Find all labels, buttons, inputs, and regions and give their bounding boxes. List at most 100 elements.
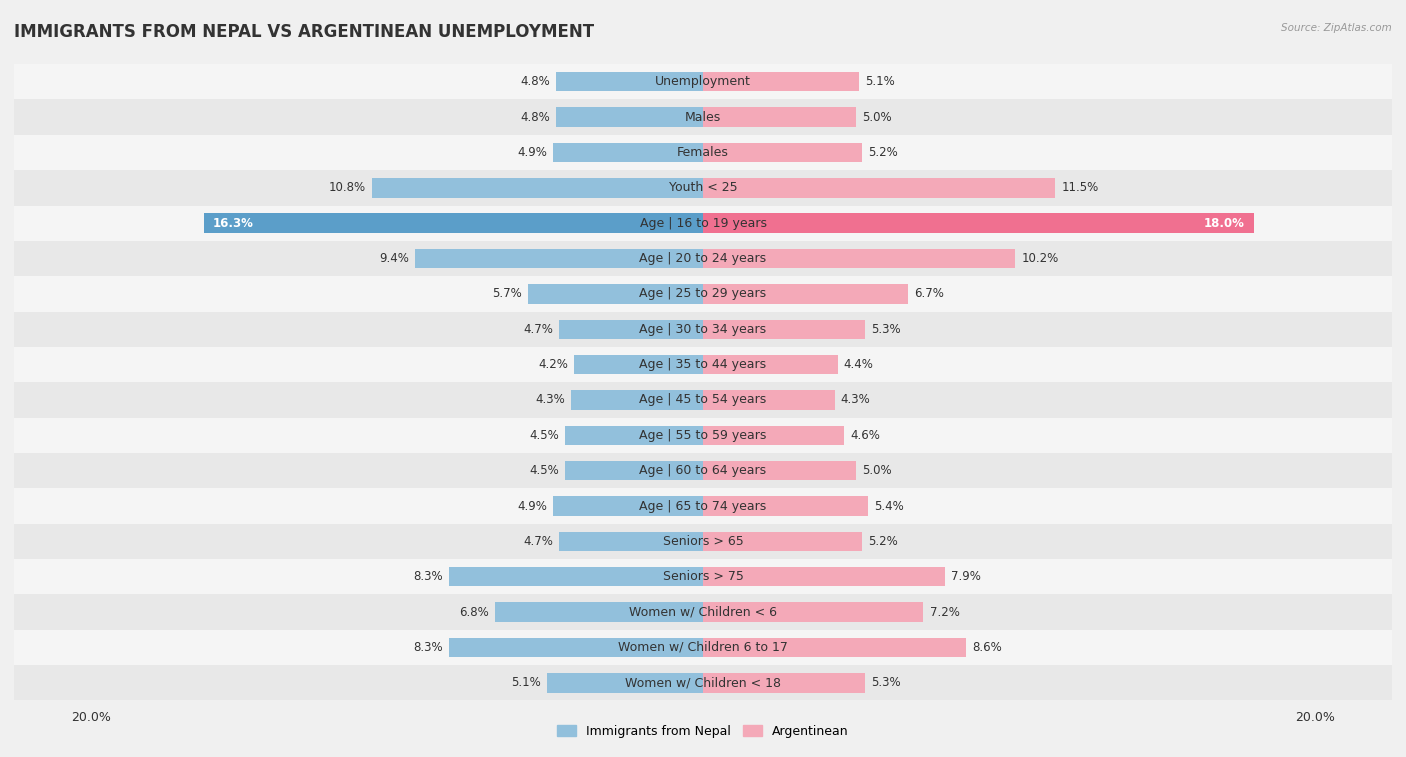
Bar <box>529 284 703 304</box>
Text: Source: ZipAtlas.com: Source: ZipAtlas.com <box>1281 23 1392 33</box>
Bar <box>703 213 1254 233</box>
Text: 5.0%: 5.0% <box>862 464 891 477</box>
Text: Age | 25 to 29 years: Age | 25 to 29 years <box>640 288 766 301</box>
Bar <box>14 135 1392 170</box>
Text: 4.8%: 4.8% <box>520 75 550 89</box>
Bar <box>14 99 1392 135</box>
Text: 4.5%: 4.5% <box>529 428 560 442</box>
Bar <box>14 594 1392 630</box>
Bar <box>565 461 703 481</box>
Text: 6.7%: 6.7% <box>914 288 945 301</box>
Bar <box>495 603 703 621</box>
Bar <box>14 559 1392 594</box>
Text: IMMIGRANTS FROM NEPAL VS ARGENTINEAN UNEMPLOYMENT: IMMIGRANTS FROM NEPAL VS ARGENTINEAN UNE… <box>14 23 595 41</box>
Text: 6.8%: 6.8% <box>458 606 489 618</box>
Text: Males: Males <box>685 111 721 123</box>
Text: 5.3%: 5.3% <box>872 676 901 690</box>
Text: 8.6%: 8.6% <box>973 641 1002 654</box>
Text: 8.3%: 8.3% <box>413 570 443 583</box>
Bar <box>553 497 703 516</box>
Text: 5.4%: 5.4% <box>875 500 904 512</box>
Bar <box>703 567 945 587</box>
Text: 7.9%: 7.9% <box>950 570 981 583</box>
Text: 4.3%: 4.3% <box>536 394 565 407</box>
Bar <box>14 170 1392 205</box>
Text: Seniors > 65: Seniors > 65 <box>662 535 744 548</box>
Bar <box>703 673 865 693</box>
Bar <box>703 497 869 516</box>
Bar <box>14 382 1392 418</box>
Bar <box>547 673 703 693</box>
Text: 4.3%: 4.3% <box>841 394 870 407</box>
Bar <box>575 355 703 374</box>
Text: 10.8%: 10.8% <box>329 182 366 195</box>
Text: 16.3%: 16.3% <box>214 217 254 229</box>
Text: 5.1%: 5.1% <box>865 75 896 89</box>
Bar <box>560 319 703 339</box>
Text: Age | 60 to 64 years: Age | 60 to 64 years <box>640 464 766 477</box>
Bar <box>703 178 1054 198</box>
Text: Females: Females <box>678 146 728 159</box>
Bar <box>415 249 703 268</box>
Bar <box>14 312 1392 347</box>
Bar <box>703 72 859 92</box>
Text: Age | 65 to 74 years: Age | 65 to 74 years <box>640 500 766 512</box>
Text: Women w/ Children 6 to 17: Women w/ Children 6 to 17 <box>619 641 787 654</box>
Bar <box>703 603 924 621</box>
Text: 4.2%: 4.2% <box>538 358 568 371</box>
Bar <box>703 249 1015 268</box>
Bar <box>14 630 1392 665</box>
Bar <box>553 143 703 162</box>
Text: 10.2%: 10.2% <box>1021 252 1059 265</box>
Bar <box>555 72 703 92</box>
Bar <box>373 178 703 198</box>
Bar <box>14 418 1392 453</box>
Text: 9.4%: 9.4% <box>380 252 409 265</box>
Bar <box>703 531 862 551</box>
Text: Seniors > 75: Seniors > 75 <box>662 570 744 583</box>
Text: 4.8%: 4.8% <box>520 111 550 123</box>
Text: Women w/ Children < 18: Women w/ Children < 18 <box>626 676 780 690</box>
Bar <box>449 567 703 587</box>
Text: 4.7%: 4.7% <box>523 322 553 336</box>
Text: 5.7%: 5.7% <box>492 288 523 301</box>
Bar <box>703 107 856 127</box>
Bar <box>14 665 1392 700</box>
Bar <box>14 488 1392 524</box>
Bar <box>571 391 703 410</box>
Bar <box>14 453 1392 488</box>
Text: 4.7%: 4.7% <box>523 535 553 548</box>
Text: 4.4%: 4.4% <box>844 358 873 371</box>
Text: Age | 30 to 34 years: Age | 30 to 34 years <box>640 322 766 336</box>
Text: 7.2%: 7.2% <box>929 606 959 618</box>
Bar <box>703 425 844 445</box>
Text: Age | 35 to 44 years: Age | 35 to 44 years <box>640 358 766 371</box>
Bar <box>565 425 703 445</box>
Text: 4.5%: 4.5% <box>529 464 560 477</box>
Bar <box>555 107 703 127</box>
Text: 5.2%: 5.2% <box>869 146 898 159</box>
Bar <box>14 205 1392 241</box>
Bar <box>14 276 1392 312</box>
Bar <box>14 241 1392 276</box>
Bar <box>14 524 1392 559</box>
Text: 5.2%: 5.2% <box>869 535 898 548</box>
Bar <box>14 347 1392 382</box>
Text: Age | 45 to 54 years: Age | 45 to 54 years <box>640 394 766 407</box>
Text: Age | 20 to 24 years: Age | 20 to 24 years <box>640 252 766 265</box>
Text: Youth < 25: Youth < 25 <box>669 182 737 195</box>
Bar <box>204 213 703 233</box>
Text: 5.1%: 5.1% <box>510 676 541 690</box>
Bar <box>703 284 908 304</box>
Bar <box>703 319 865 339</box>
Bar <box>703 143 862 162</box>
Legend: Immigrants from Nepal, Argentinean: Immigrants from Nepal, Argentinean <box>553 720 853 743</box>
Text: Unemployment: Unemployment <box>655 75 751 89</box>
Text: 18.0%: 18.0% <box>1204 217 1244 229</box>
Bar <box>560 531 703 551</box>
Bar <box>703 391 835 410</box>
Bar <box>14 64 1392 99</box>
Text: Age | 55 to 59 years: Age | 55 to 59 years <box>640 428 766 442</box>
Bar <box>703 637 966 657</box>
Text: Women w/ Children < 6: Women w/ Children < 6 <box>628 606 778 618</box>
